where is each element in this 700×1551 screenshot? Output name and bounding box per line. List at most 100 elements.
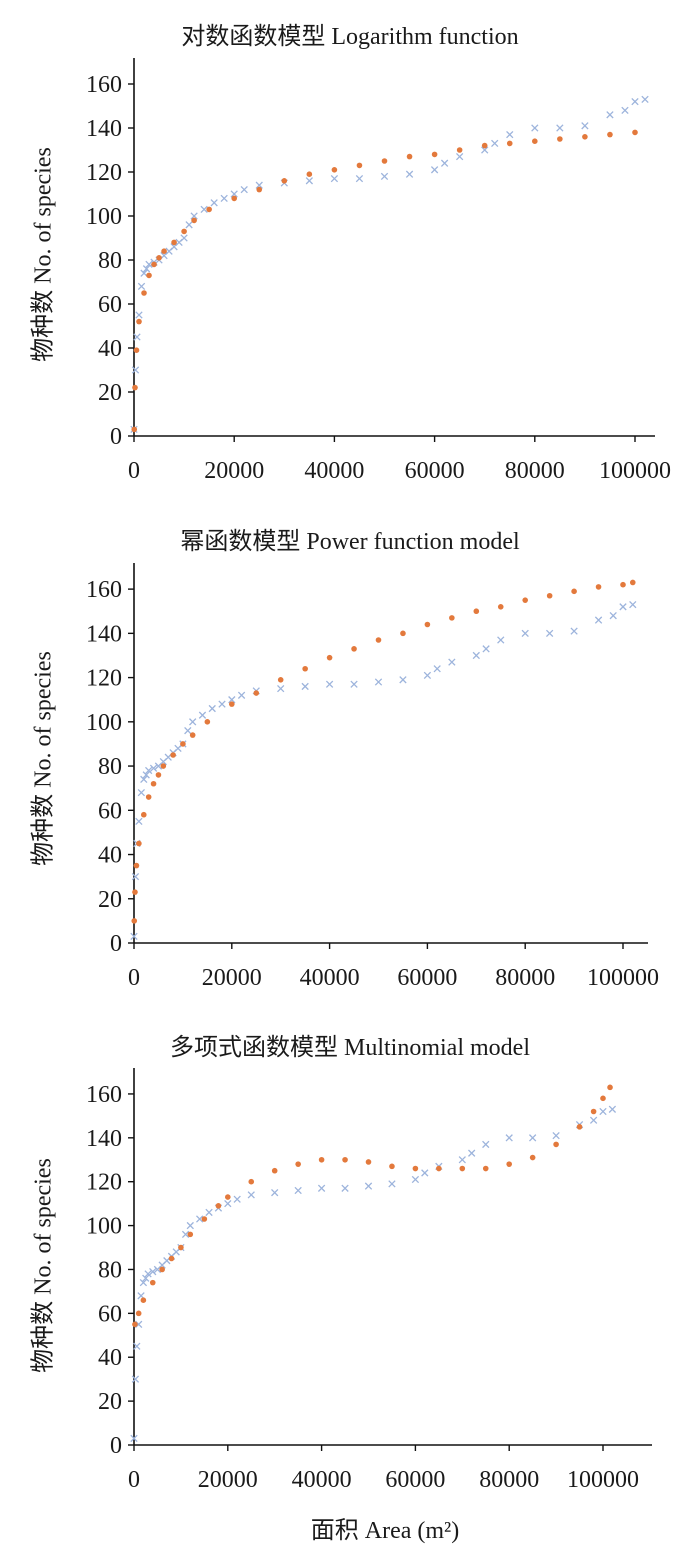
observed-point <box>139 1278 148 1287</box>
fitted-point <box>170 752 176 758</box>
y-tick-label: 40 <box>98 843 122 869</box>
fitted-point <box>168 1255 175 1262</box>
observed-point <box>135 817 143 826</box>
fitted-point <box>431 151 438 158</box>
x-tick-label: 60000 <box>405 458 465 484</box>
observed-point <box>228 696 236 704</box>
fitted-point <box>141 290 147 296</box>
observed-point <box>481 146 489 154</box>
x-tick-label: 60000 <box>397 965 457 991</box>
observed-point <box>131 872 140 881</box>
fitted-point <box>133 347 140 354</box>
y-tick-label: 100 <box>86 710 122 736</box>
x-tick-label: 100000 <box>599 458 671 484</box>
observed-point <box>629 600 637 609</box>
observed-point <box>411 1175 420 1184</box>
fitted-point <box>406 153 413 160</box>
fitted-point <box>532 138 538 144</box>
x-axis-label: 面积 Area (m²) <box>310 1518 460 1544</box>
fitted-point <box>456 147 463 153</box>
observed-point <box>458 1156 466 1164</box>
observed-point <box>423 671 432 680</box>
observed-point <box>430 166 439 174</box>
fitted-point <box>160 763 167 769</box>
observed-point <box>224 1199 232 1208</box>
fitted-point <box>506 140 513 147</box>
x-tick-label: 80000 <box>505 458 565 484</box>
observed-point <box>145 766 153 775</box>
observed-point <box>131 1375 140 1383</box>
y-tick-label: 20 <box>98 1389 122 1415</box>
observed-point <box>448 658 456 666</box>
observed-point <box>325 680 334 688</box>
fitted-point <box>342 1156 348 1163</box>
observed-point <box>185 221 193 229</box>
fitted-point <box>389 1163 395 1170</box>
observed-point <box>130 1434 138 1443</box>
fitted-point <box>629 579 636 586</box>
x-tick-label: 20000 <box>204 458 264 484</box>
fitted-point <box>381 158 388 164</box>
observed-point <box>184 727 192 735</box>
fitted-point <box>136 840 142 847</box>
observed-point <box>190 212 198 220</box>
observed-point <box>131 366 140 374</box>
x-tick-label: 100000 <box>587 965 659 991</box>
fitted-point <box>132 384 138 391</box>
observed-point <box>581 122 589 130</box>
observed-point <box>208 704 216 713</box>
fitted-point <box>302 665 308 672</box>
fitted-point <box>482 1165 489 1172</box>
fitted-point <box>375 637 382 643</box>
observed-point <box>317 1184 326 1192</box>
fitted-point <box>571 588 577 595</box>
observed-point <box>405 170 414 178</box>
observed-point <box>137 282 146 291</box>
fitted-point <box>318 1156 325 1163</box>
fitted-point <box>135 1310 142 1317</box>
x-tick-label: 0 <box>128 458 140 484</box>
fitted-point <box>132 889 138 895</box>
fitted-point <box>481 142 488 149</box>
observed-point <box>570 627 578 635</box>
observed-point <box>142 265 151 273</box>
fitted-point <box>248 1178 255 1185</box>
y-tick-label: 80 <box>98 754 122 780</box>
y-tick-label: 120 <box>86 160 122 186</box>
observed-point <box>631 97 639 106</box>
observed-point <box>482 1140 490 1149</box>
x-tick-label: 20000 <box>202 965 262 991</box>
observed-point <box>609 611 617 620</box>
observed-series <box>130 95 649 434</box>
fitted-point <box>553 1141 559 1148</box>
fitted-point <box>412 1165 419 1172</box>
fitted-point <box>180 741 186 747</box>
observed-point <box>186 1221 194 1230</box>
y-tick-label: 160 <box>86 1082 122 1108</box>
fitted-point <box>497 604 504 610</box>
observed-point <box>608 1105 617 1113</box>
observed-point <box>142 1274 150 1282</box>
observed-point <box>142 771 150 779</box>
observed-point <box>455 152 464 161</box>
chart-2: 0 20 40 60 80 100 120 140 160 0 20000 40000 60000 800… <box>86 563 659 991</box>
fitted-point <box>436 1165 442 1172</box>
fitted-point <box>140 811 147 818</box>
fitted-point <box>295 1161 301 1167</box>
observed-point <box>149 1268 157 1276</box>
observed-series <box>130 1105 617 1443</box>
fitted-point <box>607 1084 613 1091</box>
observed-point <box>205 1208 213 1217</box>
fitted-point <box>178 1244 184 1251</box>
observed-point <box>330 174 339 183</box>
observed-point <box>240 185 248 194</box>
fitted-point <box>150 780 157 787</box>
fitted-point <box>522 597 528 603</box>
fitted-point <box>181 228 187 235</box>
observed-point <box>140 269 148 277</box>
fitted-point <box>136 318 142 325</box>
observed-point <box>374 678 383 686</box>
fitted-point <box>131 426 138 433</box>
fitted-point <box>161 248 167 254</box>
x-tick-label: 80000 <box>495 965 555 991</box>
